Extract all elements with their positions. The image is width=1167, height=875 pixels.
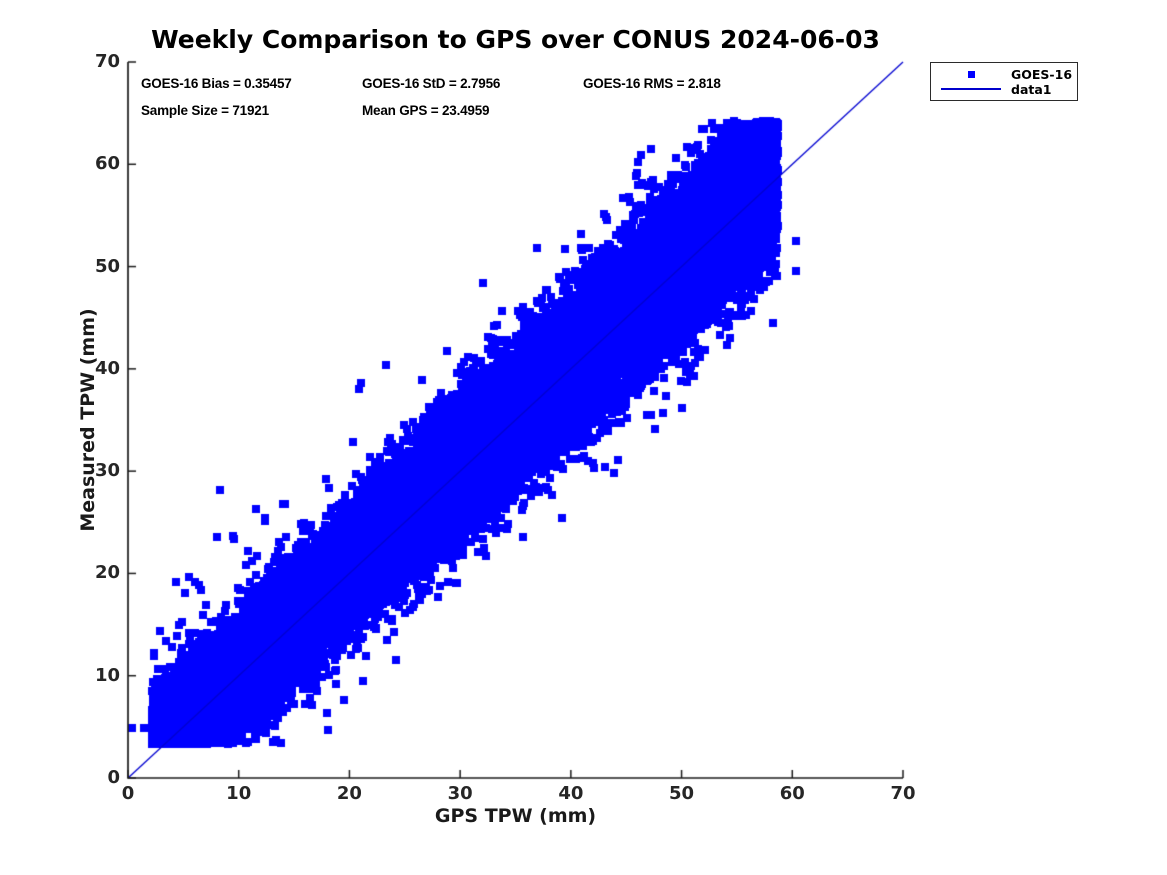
legend-label-goes16: GOES-16 — [1011, 66, 1073, 82]
legend-label-data1: data1 — [1011, 81, 1052, 97]
x-axis-label: GPS TPW (mm) — [434, 805, 597, 827]
stat-std: GOES-16 StD = 2.7956 — [362, 76, 501, 91]
y-tick-label: 40 — [94, 357, 120, 379]
chart-title: Weekly Comparison to GPS over CONUS 2024… — [151, 25, 880, 54]
stat-bias: GOES-16 Bias = 0.35457 — [141, 76, 292, 91]
y-tick-label: 70 — [94, 51, 120, 72]
legend-entry-goes16: GOES-16 — [931, 67, 1077, 82]
x-tick-label: 70 — [890, 783, 916, 804]
x-tick-label: 40 — [558, 783, 584, 804]
x-tick-label: 60 — [779, 783, 805, 804]
legend-box: GOES-16 data1 — [930, 62, 1078, 101]
y-tick-label: 60 — [94, 153, 120, 175]
y-tick-label: 0 — [107, 767, 120, 788]
y-tick-label: 20 — [94, 562, 120, 584]
x-tick-label: 30 — [447, 783, 473, 804]
y-tick-label: 30 — [94, 460, 120, 482]
stat-rms: GOES-16 RMS = 2.818 — [583, 76, 721, 91]
y-tick-label: 10 — [94, 664, 120, 686]
y-axis-label: Measured TPW (mm) — [77, 308, 99, 532]
blue-line-icon — [941, 88, 1001, 90]
blue-square-marker-icon — [967, 70, 975, 78]
x-tick-label: 20 — [336, 783, 362, 804]
y-tick-label: 50 — [94, 255, 120, 277]
stat-mean-gps: Mean GPS = 23.4959 — [362, 103, 490, 118]
stat-sample-size: Sample Size = 71921 — [141, 103, 269, 118]
x-tick-label: 10 — [226, 783, 252, 804]
x-tick-label: 0 — [121, 783, 135, 804]
legend-entry-data1: data1 — [931, 82, 1077, 97]
x-tick-label: 50 — [669, 783, 695, 804]
